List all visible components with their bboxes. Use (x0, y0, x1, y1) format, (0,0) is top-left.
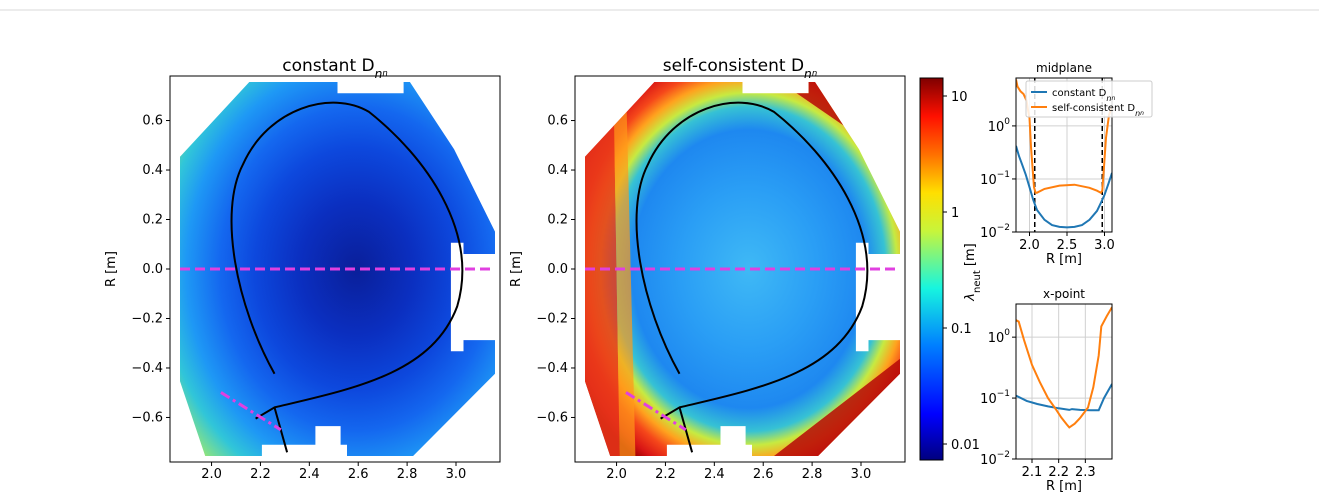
x-tick-label: 2.2 (655, 467, 676, 482)
colorbar-tick-label: 10 (951, 90, 968, 105)
x-tick-label: 2.6 (753, 467, 774, 482)
y-tick-label: 0.6 (142, 114, 163, 129)
x-tick-label: 2.4 (299, 467, 320, 482)
x-tick-label: 2.2 (1048, 465, 1069, 480)
panel-title: midplane (1036, 61, 1092, 75)
y-tick-label: −0.4 (536, 361, 568, 376)
x-tick-label: 2.1 (1022, 465, 1043, 480)
legend-label: self-consistent Dnn (1052, 103, 1144, 118)
colorbar-tick-label: 0.01 (951, 438, 980, 453)
series-line-1 (1016, 79, 1112, 194)
y-tick-label: −0.2 (131, 311, 163, 326)
panel-xpoint: 2.1 2.2 2.3 100 10−1 10−2 R [m] x-point (980, 287, 1113, 494)
panel-constant: 2.0 2.2 2.4 2.6 2.8 3.0 0.6 0.4 0.2 0.0 −0.2 −0.4 −0… (104, 56, 501, 482)
legend-label: constant Dnn (1052, 88, 1115, 103)
separatrix-curve (635, 101, 869, 453)
series-line-1 (1016, 306, 1112, 429)
y-axis-label: R [m] (104, 251, 119, 287)
axes-frame (1015, 303, 1113, 460)
separatrix-curve (230, 101, 464, 453)
panel-self-consistent: 2.0 2.2 2.4 2.6 2.8 3.0 0.6 0.4 0.2 0.0 −0.2 −0.4 −0… (509, 56, 906, 482)
panel-title: constant Dnn (282, 56, 388, 81)
x-tick-label: 3.0 (851, 467, 872, 482)
legend-box (1025, 80, 1153, 118)
x-tick-label: 2.6 (348, 467, 369, 482)
panel-title: x-point (1043, 287, 1085, 301)
xpoint-dashdot-line (220, 391, 282, 432)
y-tick-label: −0.2 (536, 311, 568, 326)
y-tick-label: 100 (988, 117, 1011, 135)
panel-midplane: 2.0 2.5 3.0 100 10−1 10−2 R [m] midplane λneut [… (963, 61, 1153, 302)
y-tick-label: −0.6 (131, 410, 163, 425)
y-tick-label: 10−1 (980, 170, 1010, 188)
x-tick-label: 2.3 (1075, 465, 1096, 480)
x-tick-label: 2.0 (606, 467, 627, 482)
y-tick-label: 10−1 (980, 389, 1010, 407)
y-tick-label: 10−2 (980, 223, 1010, 241)
y-tick-label: −0.4 (131, 361, 163, 376)
x-tick-label: 3.0 (1094, 238, 1115, 253)
colorbar: 10 1 0.1 0.01 (919, 77, 980, 461)
x-tick-label: 2.4 (704, 467, 725, 482)
x-tick-label: 2.0 (1019, 238, 1040, 253)
x-tick-label: 2.8 (802, 467, 823, 482)
y-tick-label: 0.0 (547, 262, 568, 277)
y-tick-label: −0.6 (536, 410, 568, 425)
y-tick-label: 0.2 (547, 213, 568, 228)
x-tick-label: 2.2 (250, 467, 271, 482)
colorbar-scale (919, 77, 944, 461)
colorbar-tick-label: 1 (951, 206, 959, 221)
series-line-0 (1016, 145, 1112, 229)
x-axis-label: R [m] (1046, 252, 1082, 267)
y-axis-label: λneut [m] (963, 243, 983, 301)
panel-title: self-consistent Dnn (663, 56, 817, 81)
series-line-0 (1016, 383, 1112, 412)
x-tick-label: 2.5 (1057, 238, 1078, 253)
y-tick-label: 100 (988, 328, 1011, 346)
y-axis-label: R [m] (509, 251, 524, 287)
x-tick-label: 3.0 (446, 467, 467, 482)
y-tick-label: 0.4 (142, 163, 163, 178)
x-axis-label: R [m] (1046, 479, 1082, 494)
axes-frame (1015, 77, 1113, 233)
y-tick-label: 0.4 (547, 163, 568, 178)
x-tick-label: 2.8 (397, 467, 418, 482)
y-tick-label: 10−2 (980, 450, 1010, 468)
y-tick-label: 0.6 (547, 114, 568, 129)
y-tick-label: 0.2 (142, 213, 163, 228)
x-tick-label: 2.0 (201, 467, 222, 482)
colorbar-tick-label: 0.1 (951, 322, 972, 337)
y-tick-label: 0.0 (142, 262, 163, 277)
xpoint-dashdot-line (625, 391, 687, 432)
